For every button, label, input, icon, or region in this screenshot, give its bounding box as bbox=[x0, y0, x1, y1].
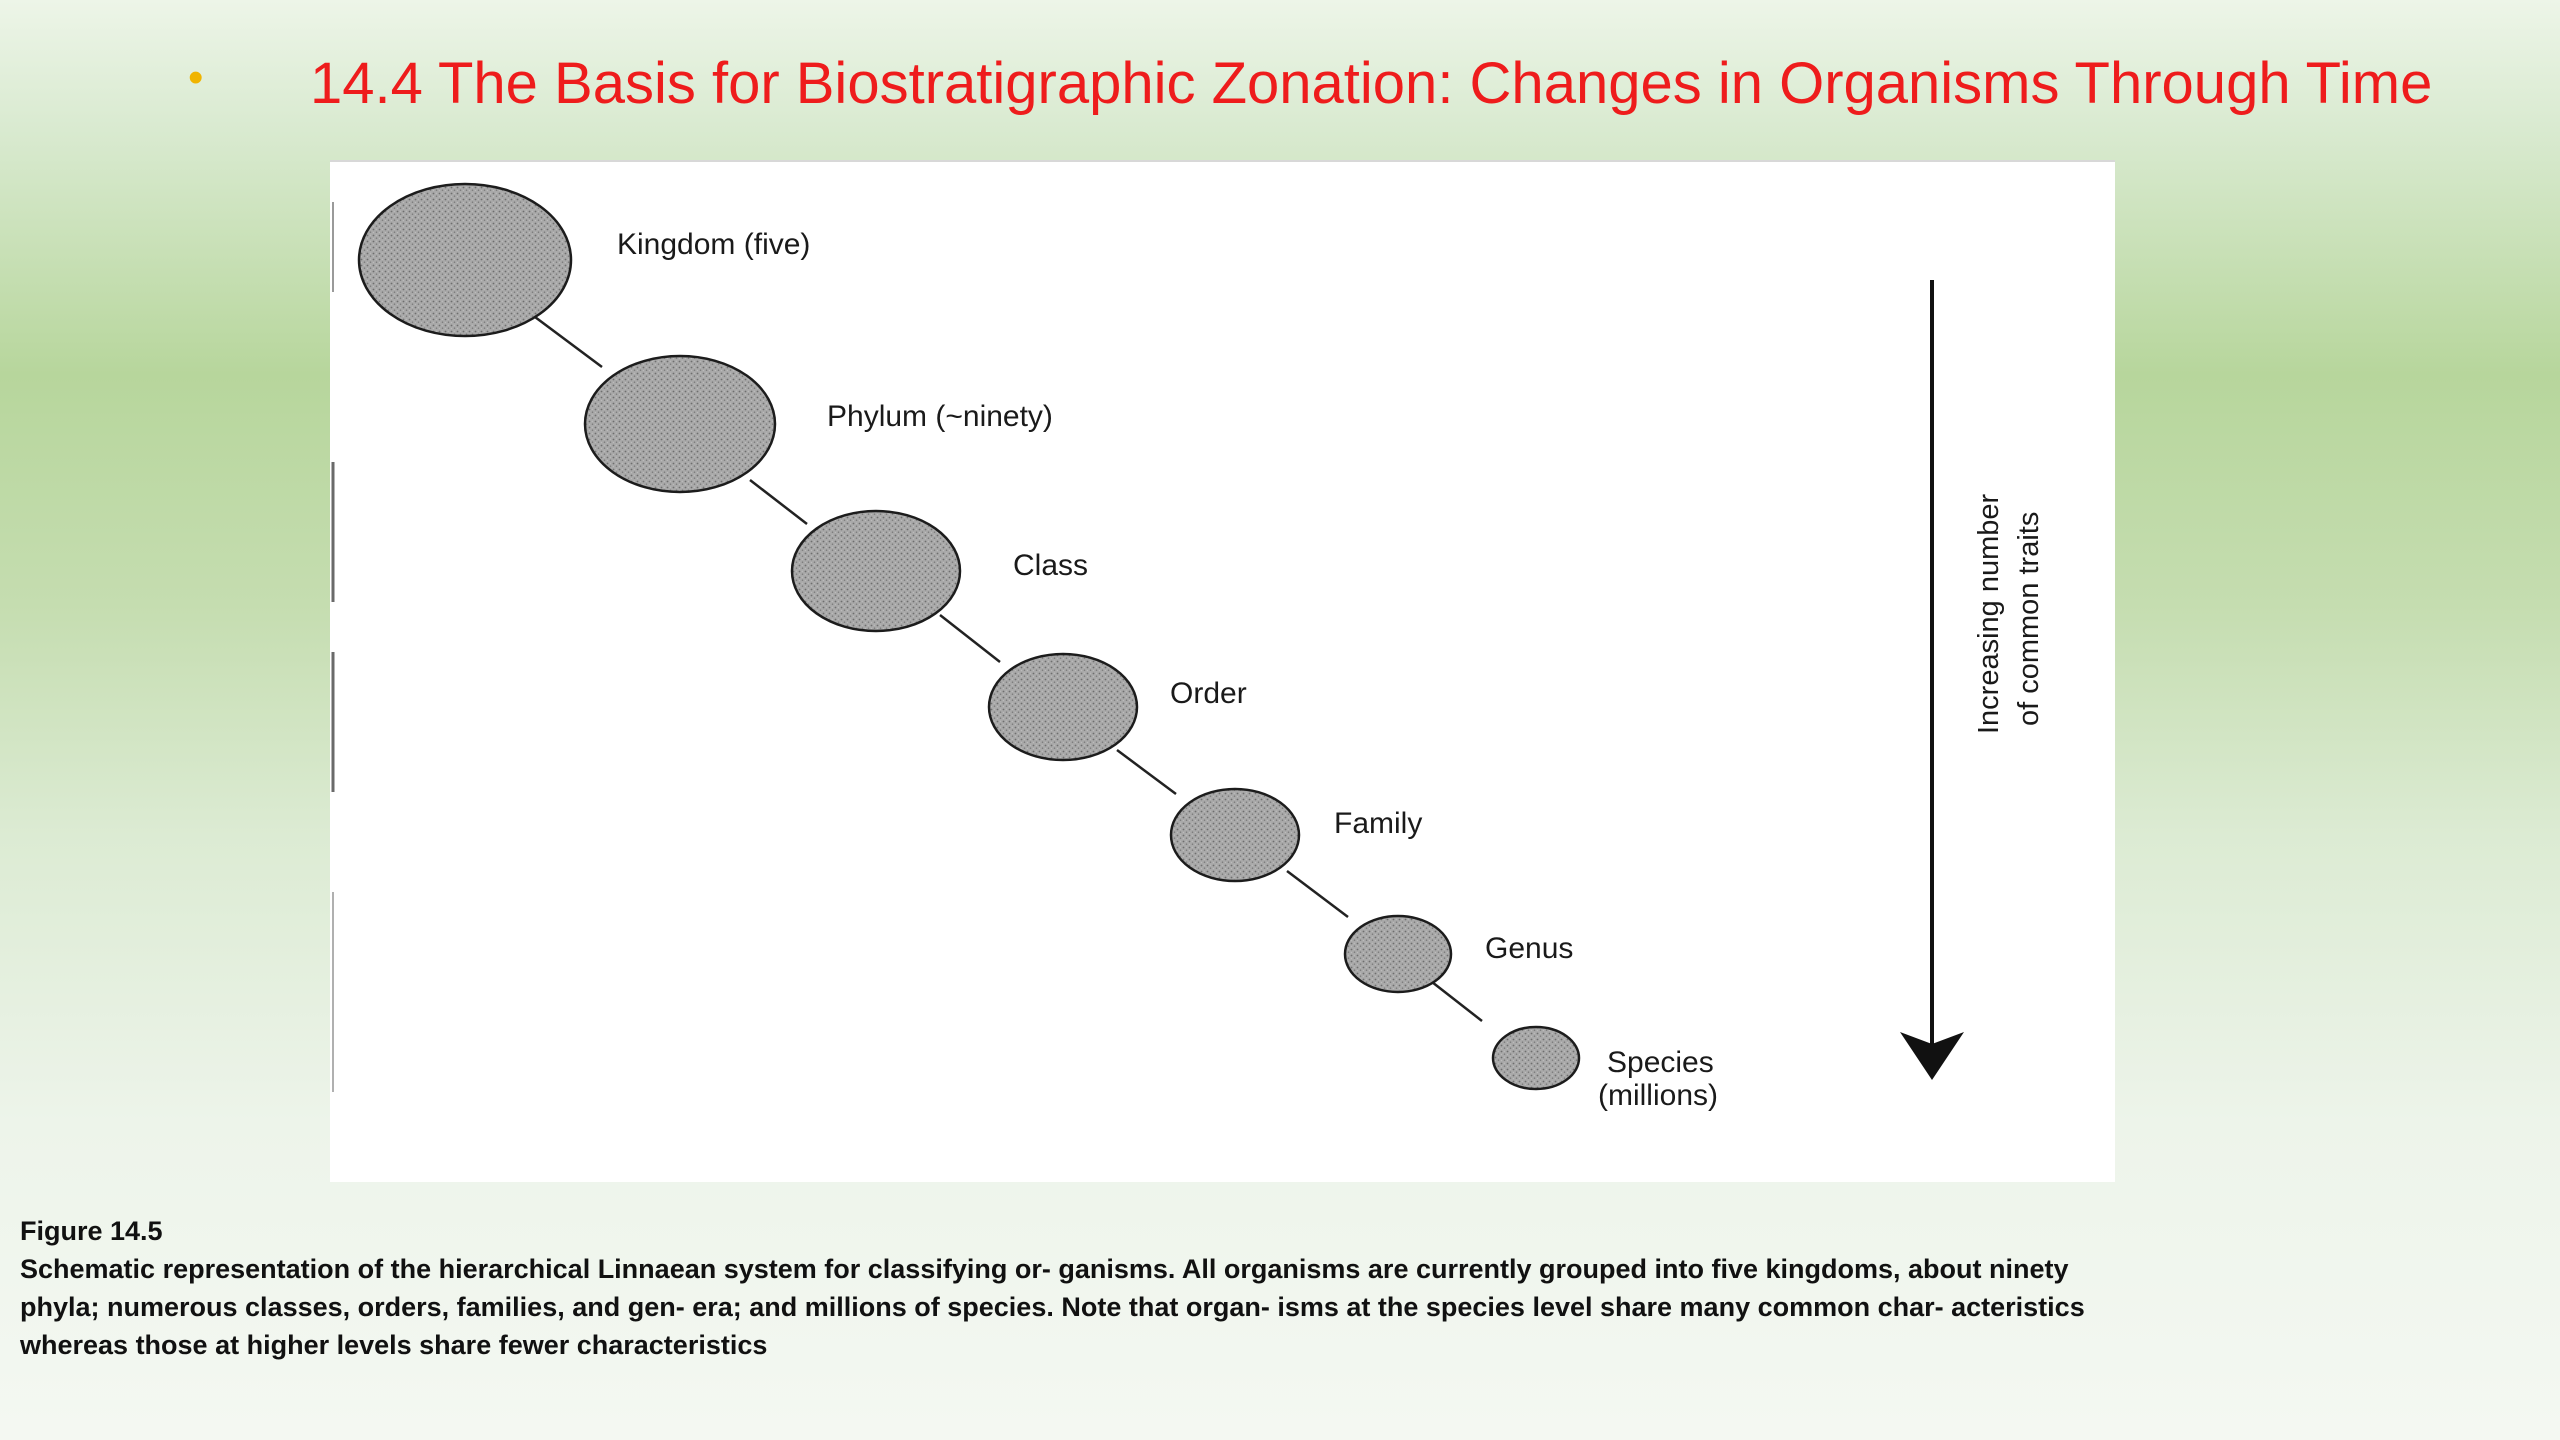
genus-label: Genus bbox=[1485, 932, 1573, 965]
phylum-label: Phylum (~ninety) bbox=[827, 400, 1053, 433]
taxonomy-diagram: Kingdom (five) Phylum (~ninety) Class Or… bbox=[331, 182, 2045, 1112]
class-label: Class bbox=[1013, 549, 1088, 582]
species-sublabel: (millions) bbox=[1598, 1079, 1718, 1112]
order-label: Order bbox=[1170, 677, 1247, 710]
slide-title: 14.4 The Basis for Biostratigraphic Zona… bbox=[310, 51, 2433, 116]
kingdom-label: Kingdom (five) bbox=[617, 228, 810, 261]
kingdom-circle bbox=[357, 182, 573, 338]
genus-circle bbox=[1343, 914, 1453, 994]
class-circle bbox=[790, 509, 962, 633]
figure-caption: Figure 14.5 Schematic representation of … bbox=[20, 1212, 2160, 1364]
trait-arrow-head bbox=[1900, 1032, 1964, 1080]
arrow-label-line1: Increasing number bbox=[1973, 493, 2005, 734]
caption-line-3: whereas those at higher levels share few… bbox=[20, 1330, 768, 1360]
caption-line-1: Schematic representation of the hierarch… bbox=[20, 1254, 2069, 1284]
family-label: Family bbox=[1334, 807, 1422, 840]
order-circle bbox=[987, 652, 1139, 762]
connector-line bbox=[749, 479, 808, 525]
figure-panel: Kingdom (five) Phylum (~ninety) Class Or… bbox=[330, 160, 2115, 1182]
connector-line bbox=[1286, 870, 1349, 918]
arrow-label-line2: of common traits bbox=[2013, 512, 2045, 726]
connector-line bbox=[534, 315, 603, 369]
connector-line bbox=[1431, 981, 1483, 1022]
species-label: Species bbox=[1607, 1046, 1714, 1079]
connector-line bbox=[939, 614, 1001, 663]
species-circle bbox=[1491, 1025, 1581, 1091]
connector-line bbox=[1116, 748, 1177, 796]
caption-line-2: phyla; numerous classes, orders, familie… bbox=[20, 1292, 2085, 1322]
caption-heading: Figure 14.5 bbox=[20, 1216, 163, 1246]
family-circle bbox=[1169, 787, 1301, 883]
title-bullet: • bbox=[188, 53, 204, 102]
phylum-circle bbox=[583, 354, 777, 494]
